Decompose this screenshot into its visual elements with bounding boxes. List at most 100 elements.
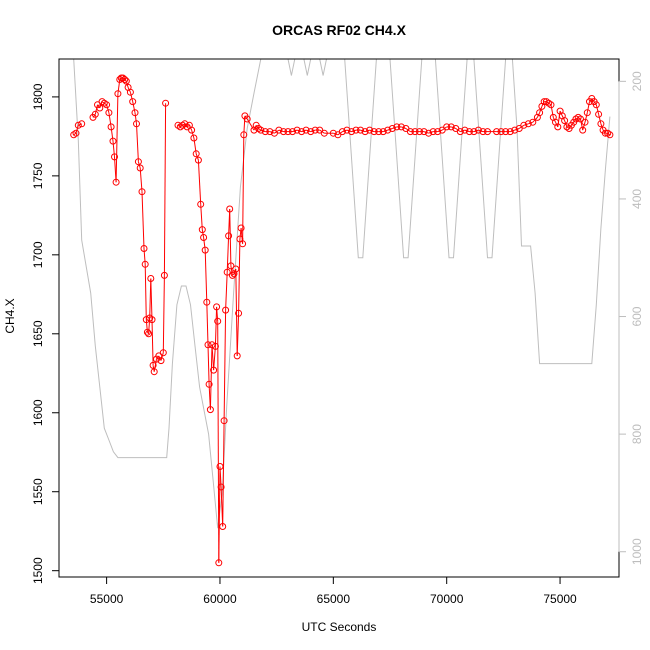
ch4-segment	[218, 466, 221, 563]
ch4-point	[393, 123, 401, 131]
ch4-segment	[514, 128, 520, 131]
right-y-tick-label: 200	[630, 71, 644, 91]
right-y-tick-label: 1000	[630, 538, 644, 565]
ch4-segment	[204, 250, 208, 303]
ch4-segment	[201, 229, 205, 238]
ch4-segment	[342, 129, 348, 133]
ch4-point	[320, 129, 328, 137]
ch4-point	[352, 126, 360, 134]
ch4-point	[370, 128, 378, 136]
ch4-point	[105, 109, 113, 117]
ch4-point	[237, 224, 245, 232]
ch4-point	[103, 101, 111, 109]
ch4-point	[133, 120, 140, 128]
ch4-point	[228, 271, 236, 279]
ch4-segment	[236, 313, 240, 356]
ch4-segment	[75, 125, 79, 134]
ch4-point	[215, 559, 223, 567]
ch4-segment	[510, 129, 515, 133]
ch4-point	[443, 123, 451, 131]
ch4-point	[235, 309, 243, 317]
ch4-segment	[197, 160, 202, 205]
y-tick-label: 1600	[31, 399, 45, 426]
ch4-point	[138, 188, 146, 196]
ch4-segment	[523, 123, 529, 126]
ch4-point	[536, 109, 544, 117]
ch4-point	[112, 178, 120, 186]
ch4-point	[511, 126, 519, 134]
ch4-point	[107, 123, 115, 131]
ch4-segment	[346, 129, 352, 133]
ch4-segment	[305, 129, 311, 133]
ch4-point	[159, 349, 167, 357]
ch4-point	[204, 341, 212, 349]
ch4-point	[261, 128, 269, 136]
ch4-point	[338, 128, 346, 136]
ch4-point	[214, 317, 222, 325]
ch4-point	[257, 126, 265, 134]
ch4-point	[213, 303, 221, 311]
chart-title: ORCAS RF02 CH4.X	[272, 22, 406, 38]
ch4-point	[275, 126, 283, 134]
ch4-point	[388, 125, 396, 132]
right-y-tick-label: 400	[630, 189, 644, 209]
ch4-segment	[437, 129, 443, 133]
ch4-segment	[333, 132, 339, 136]
ch4-segment	[301, 129, 307, 133]
ch4-point	[540, 98, 548, 106]
ch4-point	[143, 328, 151, 336]
ch4-point	[74, 121, 82, 129]
ch4-segment	[134, 112, 137, 124]
ch4-point	[111, 153, 118, 161]
ch4-point	[302, 126, 310, 134]
ch4-point	[554, 123, 562, 131]
ch4-point	[379, 128, 387, 136]
ch4-point	[217, 483, 225, 491]
ch4-segment	[108, 112, 112, 127]
ch4-segment	[141, 191, 145, 249]
ch4-segment	[230, 265, 233, 276]
ch4-segment	[73, 132, 77, 136]
ch4-segment	[269, 131, 275, 134]
ch4-series-lines	[73, 77, 611, 563]
ch4-point	[201, 246, 209, 254]
ch4-segment	[260, 129, 266, 133]
ch4-segment	[238, 238, 241, 314]
ch4-segment	[132, 101, 136, 113]
ch4-segment	[451, 126, 456, 129]
ch4-point	[266, 128, 274, 136]
ch4-segment	[528, 121, 533, 125]
ch4-point	[126, 88, 134, 96]
ch4-point	[122, 77, 130, 85]
ch4-point	[465, 128, 473, 136]
ch4-point	[211, 342, 219, 350]
ch4-point	[114, 90, 122, 98]
ch4-point	[140, 245, 148, 252]
ch4-point	[520, 121, 528, 129]
ch4-segment	[296, 129, 302, 133]
ch4-segment	[392, 126, 397, 129]
ch4-segment	[310, 129, 316, 133]
ch4-point	[461, 126, 469, 134]
ch4-segment	[129, 92, 134, 102]
ch4-point	[361, 128, 369, 136]
ch4-segment	[163, 103, 167, 276]
y-axis-label: CH4.X	[3, 298, 17, 333]
x-tick-label: 55000	[90, 592, 124, 606]
ch4-point	[96, 104, 104, 112]
ch4-point	[561, 117, 569, 125]
ch4-point	[307, 128, 315, 136]
ch4-point	[375, 128, 383, 136]
ch4-point	[121, 76, 129, 83]
ch4-point	[227, 262, 235, 270]
ch4-segment	[586, 101, 590, 113]
ch4-segment	[423, 131, 429, 134]
ch4-point	[547, 101, 555, 109]
ch4-point	[493, 128, 501, 136]
ch4-segment	[360, 129, 366, 133]
ch4-point	[233, 352, 241, 360]
ch4-point	[147, 275, 155, 282]
ch4-point	[222, 306, 230, 314]
ch4-segment	[203, 237, 206, 251]
ch4-point	[438, 126, 446, 134]
